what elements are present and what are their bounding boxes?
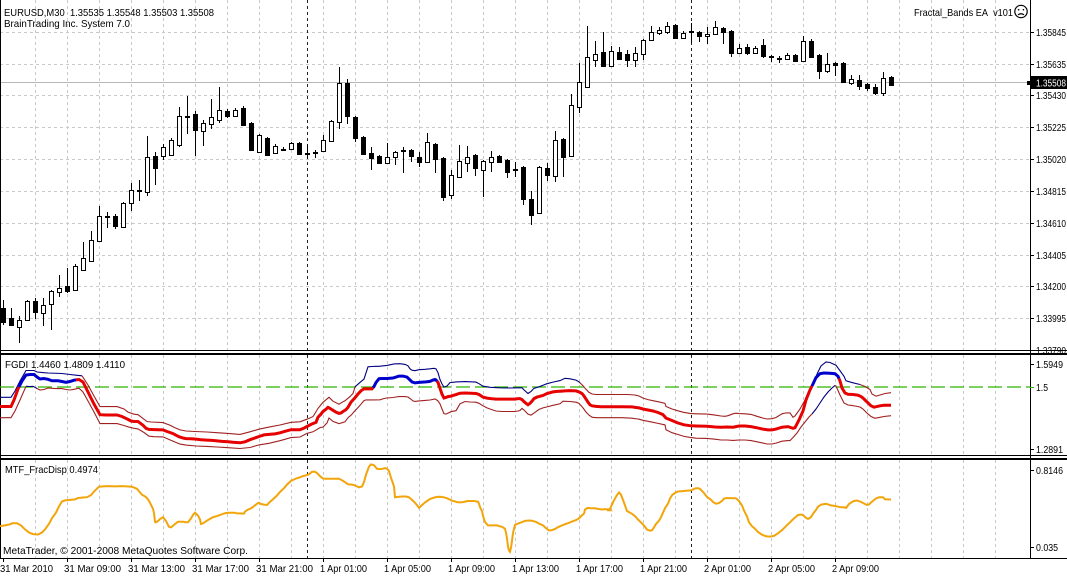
svg-text:BrainTrading Inc. System 7.0: BrainTrading Inc. System 7.0 [4, 18, 130, 30]
svg-text:1.35508: 1.35508 [1036, 79, 1066, 90]
svg-text:FGDI 1.4460 1.4809 1.4110: FGDI 1.4460 1.4809 1.4110 [5, 359, 125, 371]
svg-text:1.33995: 1.33995 [1036, 314, 1066, 325]
svg-text:1.35020: 1.35020 [1036, 155, 1066, 166]
svg-text:1.5: 1.5 [1036, 383, 1048, 394]
svg-text:31 Mar 17:00: 31 Mar 17:00 [192, 564, 249, 575]
svg-text:31 Mar 09:00: 31 Mar 09:00 [64, 564, 121, 575]
svg-text:1.34815: 1.34815 [1036, 187, 1066, 198]
svg-text:31 Mar 13:00: 31 Mar 13:00 [128, 564, 185, 575]
svg-text:1 Apr 09:00: 1 Apr 09:00 [448, 564, 495, 575]
svg-text:2 Apr 05:00: 2 Apr 05:00 [768, 564, 815, 575]
svg-text:1 Apr 13:00: 1 Apr 13:00 [512, 564, 559, 575]
svg-text:Fractal_Bands EA v101: Fractal_Bands EA v101 [914, 7, 1013, 19]
svg-text:1.34610: 1.34610 [1036, 219, 1066, 230]
svg-text:31 Mar 21:00: 31 Mar 21:00 [256, 564, 313, 575]
svg-text:EURUSD,M30 1.35535 1.35548 1.: EURUSD,M30 1.35535 1.35548 1.35503 1.355… [4, 7, 214, 19]
svg-text:0.035: 0.035 [1036, 543, 1058, 554]
svg-text:1.35845: 1.35845 [1036, 28, 1066, 39]
svg-text:1.35635: 1.35635 [1036, 60, 1066, 71]
svg-text:1.33790: 1.33790 [1036, 346, 1066, 357]
svg-text:2 Apr 09:00: 2 Apr 09:00 [832, 564, 879, 575]
svg-text:0.8146: 0.8146 [1036, 466, 1063, 477]
svg-text:1.34405: 1.34405 [1036, 251, 1066, 262]
svg-text:1.34200: 1.34200 [1036, 282, 1066, 293]
svg-text:2 Apr 01:00: 2 Apr 01:00 [704, 564, 751, 575]
svg-text:1 Apr 05:00: 1 Apr 05:00 [384, 564, 431, 575]
svg-text:1 Apr 17:00: 1 Apr 17:00 [576, 564, 623, 575]
svg-text:1.35430: 1.35430 [1036, 91, 1066, 102]
svg-text:1.5949: 1.5949 [1036, 360, 1063, 371]
svg-text:1.35225: 1.35225 [1036, 123, 1066, 134]
svg-text:1 Apr 21:00: 1 Apr 21:00 [640, 564, 687, 575]
svg-text:1 Apr 01:00: 1 Apr 01:00 [320, 564, 367, 575]
svg-text:1.2891: 1.2891 [1036, 445, 1063, 456]
svg-text:MTF_FracDisp 0.4974: MTF_FracDisp 0.4974 [5, 464, 98, 476]
svg-text:MetaTrader, © 2001-2008 MetaQu: MetaTrader, © 2001-2008 MetaQuotes Softw… [3, 545, 248, 557]
svg-text:31 Mar 2010: 31 Mar 2010 [0, 564, 53, 575]
